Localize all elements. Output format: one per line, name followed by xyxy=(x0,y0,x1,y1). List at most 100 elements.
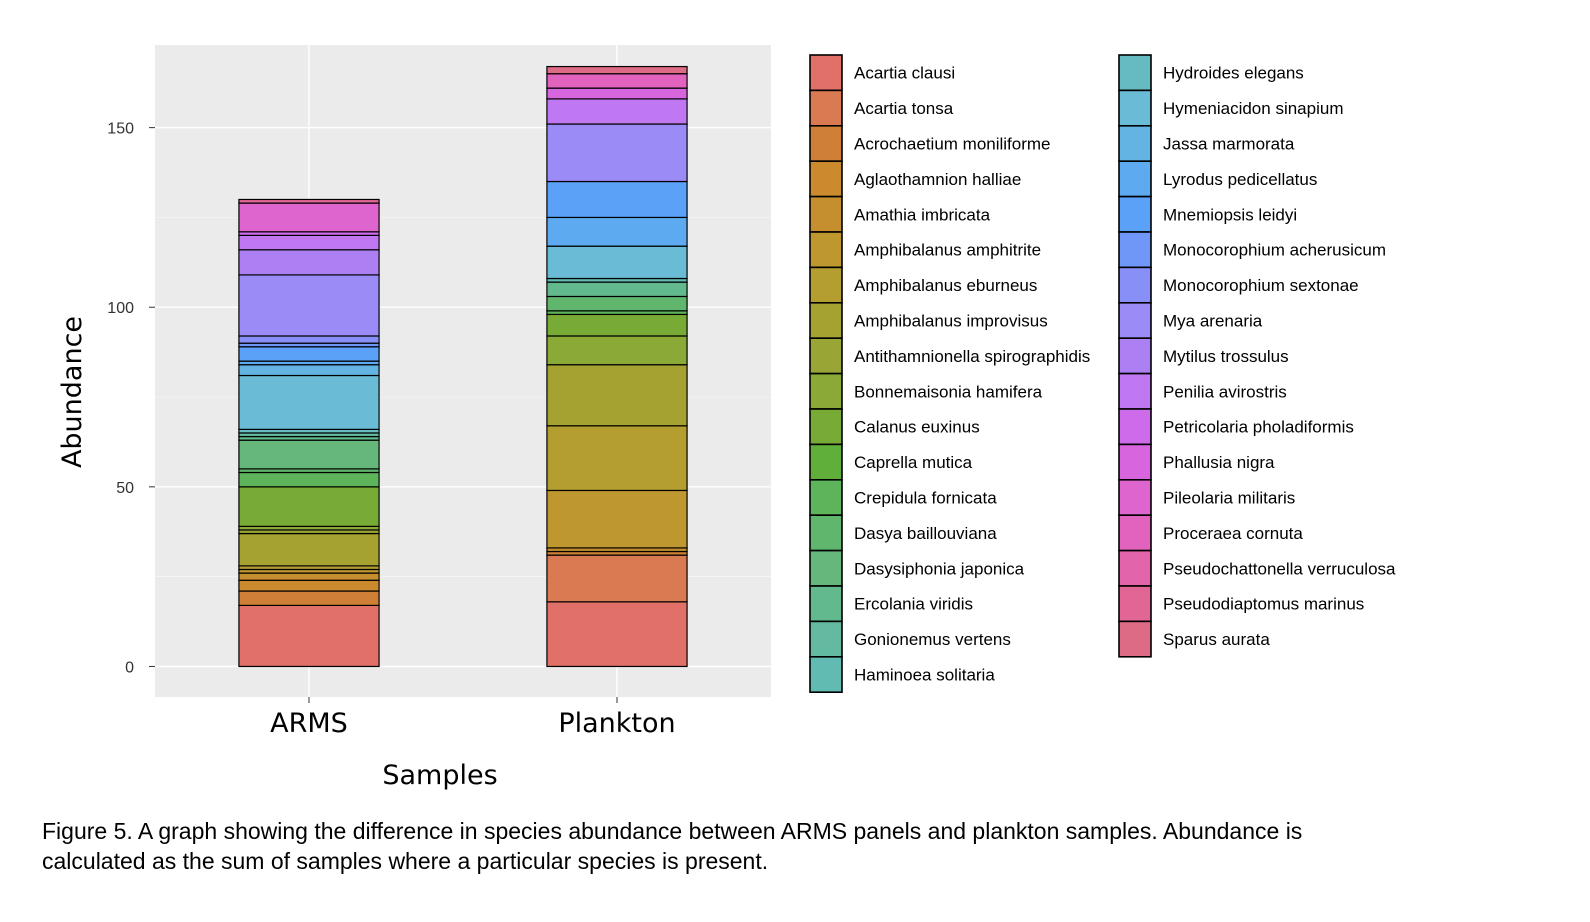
legend-label: Antithamnionella spirographidis xyxy=(854,347,1090,366)
legend-label: Mnemiopsis leidyi xyxy=(1163,205,1297,224)
legend-label: Crepidula fornicata xyxy=(854,489,997,508)
y-tick-label: 150 xyxy=(107,121,134,138)
legend-key xyxy=(1118,372,1152,410)
legend-key xyxy=(809,160,843,198)
bar-segment: Hymeniacidon sinapium: 9 xyxy=(546,245,688,280)
bar-segment: Penilia avirostris: 4 xyxy=(238,234,380,251)
bar-segment: Amphibalanus improvisus: 9 xyxy=(238,532,380,567)
legend-key xyxy=(1118,125,1152,163)
legend-key xyxy=(809,585,843,623)
bar-segment: Crepidula fornicata: 4 xyxy=(238,471,380,488)
legend-key xyxy=(1118,266,1152,304)
bar-segment: Mya arenaria: 16 xyxy=(546,123,688,183)
legend-key xyxy=(809,301,843,339)
caption-line-1: Figure 5. A graph showing the difference… xyxy=(42,818,1303,844)
caption-line-2: calculated as the sum of samples where a… xyxy=(42,848,769,874)
legend-label: Penilia avirostris xyxy=(1163,382,1287,401)
legend-key xyxy=(809,478,843,516)
legend-label: Calanus euxinus xyxy=(854,418,980,437)
legend-label: Bonnemaisonia hamifera xyxy=(854,382,1043,401)
legend-key xyxy=(809,337,843,375)
legend-label: Monocorophium acherusicum xyxy=(1163,241,1386,260)
legend-label: Monocorophium sextonae xyxy=(1163,276,1359,295)
legend-key xyxy=(809,372,843,410)
legend-key xyxy=(809,655,843,693)
legend-key xyxy=(1118,620,1152,658)
bar-segment: Pseudodiaptomus marinus: 1 xyxy=(238,198,380,204)
bar-segment: Calanus euxinus: 11 xyxy=(238,486,380,527)
legend-key xyxy=(1118,89,1152,127)
legend-label: Mytilus trossulus xyxy=(1163,347,1289,366)
bar-segment: Mya arenaria: 17 xyxy=(238,274,380,337)
legend-label: Gonionemus vertens xyxy=(854,630,1011,649)
y-tick-label: 100 xyxy=(107,300,134,317)
legend-key xyxy=(1118,160,1152,198)
bar-segment: Calanus euxinus: 6 xyxy=(546,313,688,337)
y-tick-label: 0 xyxy=(125,659,134,676)
legend-label: Acartia clausi xyxy=(854,64,955,83)
legend-label: Amphibalanus amphitrite xyxy=(854,241,1041,260)
legend-key xyxy=(809,195,843,233)
y-axis-title: Abundance xyxy=(57,316,88,468)
bar-segment: Acartia clausi: 18 xyxy=(546,601,688,668)
legend-label: Jassa marmorata xyxy=(1163,135,1295,154)
legend-label: Dasya baillouviana xyxy=(854,524,997,543)
bar-segment: Acrochaetium moniliforme: 4 xyxy=(238,590,380,606)
legend-label: Mya arenaria xyxy=(1163,312,1263,331)
bar-segment: Mnemiopsis leidyi: 10 xyxy=(546,180,688,219)
legend-label: Acrochaetium moniliforme xyxy=(854,135,1051,154)
legend-key xyxy=(1118,585,1152,623)
legend-key xyxy=(1118,408,1152,446)
legend-key xyxy=(1118,337,1152,375)
legend-key xyxy=(1118,549,1152,587)
legend-label: Dasysiphonia japonica xyxy=(854,559,1025,578)
legend-label: Haminoea solitaria xyxy=(854,666,995,685)
bar-segment: Dasya baillouviana: 4 xyxy=(546,295,688,312)
legend-label: Pseudodiaptomus marinus xyxy=(1163,595,1364,614)
legend-label: Amphibalanus eburneus xyxy=(854,276,1037,295)
legend-key xyxy=(809,54,843,92)
bar-segment: Aglaothamnion halliae: 3 xyxy=(238,579,380,592)
legend: Acartia clausi Acartia tonsa Acrochaetium … xyxy=(809,54,1396,693)
bar-segment: Mnemiopsis leidyi: 4 xyxy=(238,346,380,362)
legend-label: Petricolaria pholadiformis xyxy=(1163,418,1354,437)
legend-key xyxy=(1118,514,1152,552)
bars: Acartia clausi: 17Acrochaetium monilifor… xyxy=(238,65,688,668)
bar-segment: Amphibalanus eburneus: 18 xyxy=(546,425,688,492)
legend-label: Aglaothamnion halliae xyxy=(854,170,1021,189)
bar-segment: Pileolaria militaris: 8 xyxy=(238,202,380,233)
legend-key xyxy=(809,125,843,163)
legend-key xyxy=(809,408,843,446)
legend-key xyxy=(809,514,843,552)
x-category-label: Plankton xyxy=(558,708,675,739)
bar-segment: Hymeniacidon sinapium: 15 xyxy=(238,374,380,430)
legend-label: Ercolania viridis xyxy=(854,595,973,614)
legend-label: Sparus aurata xyxy=(1163,630,1270,649)
legend-key xyxy=(809,89,843,127)
legend-key xyxy=(809,549,843,587)
legend-label: Hydroides elegans xyxy=(1163,64,1304,83)
bar-segment: Acartia tonsa: 13 xyxy=(546,554,688,603)
legend-key xyxy=(1118,443,1152,481)
stacked-bar-chart: Acartia clausi: 17Acrochaetium monilifor… xyxy=(57,45,1396,791)
legend-label: Phallusia nigra xyxy=(1163,453,1275,472)
axes: 0 50 100 150 ARMS Plankton xyxy=(107,121,675,739)
bar-segment: Ercolania viridis: 4 xyxy=(546,281,688,298)
bar-segment: Bonnemaisonia hamifera: 8 xyxy=(546,335,688,366)
bar-segment: Amathia imbricata: 2 xyxy=(238,572,380,581)
legend-key xyxy=(809,231,843,269)
x-axis-title: Samples xyxy=(382,760,497,791)
bar-segment: Penilia avirostris: 7 xyxy=(546,98,688,125)
figure-caption: Figure 5. A graph showing the difference… xyxy=(42,816,1562,876)
bar-segment: Monocorophium sextonae: 2 xyxy=(238,335,380,344)
legend-label: Acartia tonsa xyxy=(854,99,954,118)
legend-key xyxy=(1118,54,1152,92)
legend-key xyxy=(1118,231,1152,269)
bar-segment: Dasysiphonia japonica: 8 xyxy=(238,439,380,470)
legend-label: Amphibalanus improvisus xyxy=(854,312,1048,331)
bar-segment: Proceraea cornuta: 4 xyxy=(546,73,688,89)
x-category-label: ARMS xyxy=(270,708,348,739)
y-tick-label: 50 xyxy=(116,480,134,497)
legend-label: Caprella mutica xyxy=(854,453,973,472)
bar-segment: Lyrodus pedicellatus: 8 xyxy=(546,216,688,247)
